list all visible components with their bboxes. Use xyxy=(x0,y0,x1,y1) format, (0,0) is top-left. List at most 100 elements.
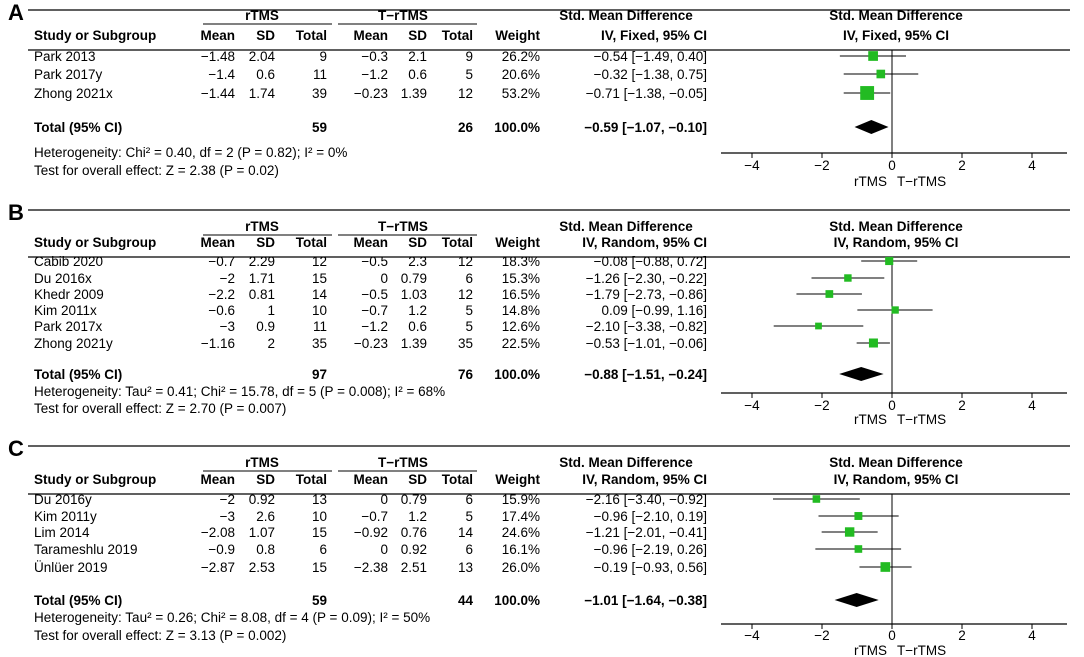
mean-rtms: −2.08 xyxy=(201,525,235,540)
weight: 26.2% xyxy=(502,49,540,64)
point-estimate-marker xyxy=(812,495,821,503)
plot-header: Std. Mean Difference xyxy=(829,8,963,23)
pooled-estimate-diamond xyxy=(839,367,884,381)
total-row: Total (95% CI) 97 76 100.0% −0.88 [−1.51, −0… xyxy=(34,367,884,382)
favours-right-label: T−rTMS xyxy=(897,643,946,657)
x-tick-label: −2 xyxy=(814,628,829,643)
total-rtms: 12 xyxy=(312,254,327,269)
mean-rtms: −2.2 xyxy=(208,287,235,302)
x-tick-label: 2 xyxy=(958,398,966,413)
group-header-rtms: rTMS xyxy=(245,219,279,234)
x-tick-label: 2 xyxy=(958,158,966,173)
point-estimate-marker xyxy=(868,51,878,61)
x-tick-label: 4 xyxy=(1028,158,1036,173)
col-header-weight: Weight xyxy=(495,472,540,487)
col-header-sd-rtms: SD xyxy=(256,472,275,487)
x-tick-label: 2 xyxy=(958,628,966,643)
x-tick-label: −4 xyxy=(744,628,760,643)
col-header-study: Study or Subgroup xyxy=(34,235,156,250)
total-t-rtms: 5 xyxy=(465,319,473,334)
study-row: Tarameshlu 2019 −0.9 0.8 6 0 0.92 6 16.1% −0.96 … xyxy=(34,542,902,557)
group-header-rtms: rTMS xyxy=(245,8,279,23)
panel-label: B xyxy=(8,200,24,225)
mean-t-rtms: −1.2 xyxy=(361,319,388,334)
smd-ci-text: −0.19 [−0.93, 0.56] xyxy=(594,560,707,575)
total-n-t-rtms: 76 xyxy=(458,367,474,382)
study-name: Park 2013 xyxy=(34,49,96,64)
smd-ci-text: −1.79 [−2.73, −0.86] xyxy=(586,287,707,302)
study-name: Lim 2014 xyxy=(34,525,90,540)
study-name: Du 2016y xyxy=(34,492,92,507)
total-t-rtms: 12 xyxy=(458,287,473,302)
mean-t-rtms: −0.5 xyxy=(361,254,388,269)
mean-t-rtms: −0.23 xyxy=(354,86,388,101)
favours-left-label: rTMS xyxy=(854,412,887,427)
mean-t-rtms: 0 xyxy=(380,492,388,507)
x-tick-label: −4 xyxy=(744,398,760,413)
point-estimate-marker xyxy=(844,527,855,537)
mean-t-rtms: −2.38 xyxy=(354,560,388,575)
total-rtms: 9 xyxy=(319,49,327,64)
smd-ci-text: −1.26 [−2.30, −0.22] xyxy=(586,271,707,286)
study-name: Kim 2011y xyxy=(34,509,97,524)
total-rtms: 6 xyxy=(319,542,327,557)
mean-rtms: −3 xyxy=(220,509,235,524)
total-row: Total (95% CI) 59 26 100.0% −0.59 [−1.07, −0… xyxy=(34,120,889,135)
study-name: Ünlüer 2019 xyxy=(34,560,108,575)
x-tick-label: 0 xyxy=(888,158,896,173)
mean-t-rtms: −0.92 xyxy=(354,525,388,540)
smd-ci-text: −0.53 [−1.01, −0.06] xyxy=(586,336,707,351)
x-tick-label: 4 xyxy=(1028,628,1036,643)
smd-header: Std. Mean Difference xyxy=(559,219,693,234)
sd-t-rtms: 0.92 xyxy=(401,542,427,557)
smd-ci-text: −2.16 [−3.40, −0.92] xyxy=(586,492,707,507)
mean-t-rtms: 0 xyxy=(380,542,388,557)
sd-t-rtms: 1.39 xyxy=(401,336,427,351)
mean-rtms: −3 xyxy=(220,319,235,334)
sd-rtms: 0.6 xyxy=(256,67,275,82)
mean-rtms: −2.87 xyxy=(201,560,235,575)
weight: 14.8% xyxy=(502,303,540,318)
study-row: Kim 2011x −0.6 1 10 −0.7 1.2 5 14.8% 0.09 [−0.99… xyxy=(34,303,933,318)
total-rtms: 11 xyxy=(313,319,327,334)
total-rtms: 10 xyxy=(312,509,327,524)
smd-ci-text: 0.09 [−0.99, 1.16] xyxy=(602,303,707,318)
total-t-rtms: 6 xyxy=(465,542,473,557)
col-header-sd-rtms: SD xyxy=(256,235,275,250)
col-header-total-rtms: Total xyxy=(296,235,327,250)
favours-left-label: rTMS xyxy=(854,174,887,189)
point-estimate-marker xyxy=(860,86,875,100)
total-n-rtms: 97 xyxy=(312,367,327,382)
total-weight: 100.0% xyxy=(494,593,540,608)
point-estimate-marker xyxy=(844,274,852,282)
total-rtms: 10 xyxy=(312,303,327,318)
mean-rtms: −1.48 xyxy=(201,49,235,64)
col-header-total-rtms: Total xyxy=(296,472,327,487)
study-name: Zhong 2021x xyxy=(34,86,113,101)
weight: 15.9% xyxy=(502,492,540,507)
smd-ci-text: −0.54 [−1.49, 0.40] xyxy=(594,49,707,64)
study-row: Du 2016x −2 1.71 15 0 0.79 6 15.3% −1.26 [−2.30,… xyxy=(34,271,885,286)
sd-rtms: 1 xyxy=(267,303,275,318)
col-header-weight: Weight xyxy=(495,235,540,250)
total-rtms: 39 xyxy=(312,86,327,101)
smd-ci-text: −0.71 [−1.38, −0.05] xyxy=(586,86,707,101)
total-t-rtms: 35 xyxy=(458,336,473,351)
overall-effect-text: Test for overall effect: Z = 2.38 (P = 0… xyxy=(34,163,279,178)
col-header-weight: Weight xyxy=(495,28,540,43)
total-t-rtms: 9 xyxy=(465,49,473,64)
col-header-mean-t-rtms: Mean xyxy=(353,235,388,250)
heterogeneity-text: Heterogeneity: Chi² = 0.40, df = 2 (P = … xyxy=(34,145,347,160)
weight: 16.1% xyxy=(502,542,540,557)
mean-t-rtms: −0.7 xyxy=(361,303,388,318)
total-n-rtms: 59 xyxy=(312,593,327,608)
sd-t-rtms: 2.1 xyxy=(408,49,427,64)
sd-rtms: 2.29 xyxy=(249,254,275,269)
smd-header: Std. Mean Difference xyxy=(559,455,693,470)
col-header-method: IV, Random, 95% CI xyxy=(582,235,707,250)
overall-effect-text: Test for overall effect: Z = 2.70 (P = 0… xyxy=(34,401,286,416)
total-row: Total (95% CI) 59 44 100.0% −1.01 [−1.64, −0… xyxy=(34,593,879,608)
study-row: Park 2017x −3 0.9 11 −1.2 0.6 5 12.6% −2.10 [−3.… xyxy=(34,319,864,334)
